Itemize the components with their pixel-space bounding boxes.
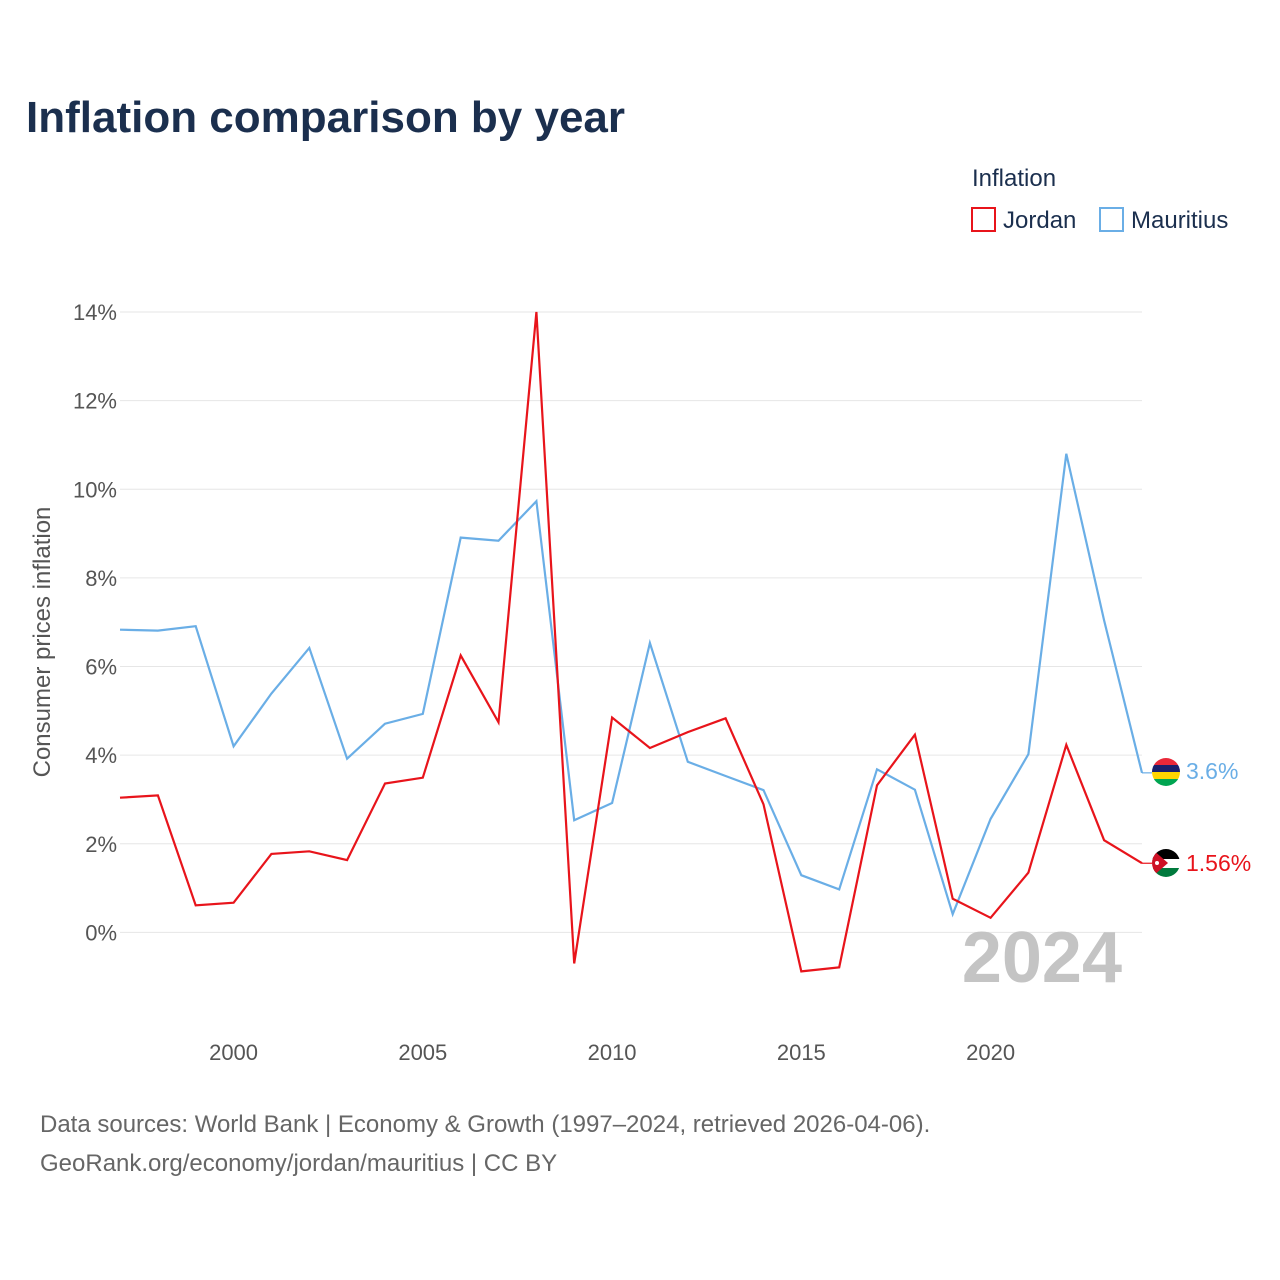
y-tick-label: 12% <box>73 389 117 414</box>
x-tick-label: 2000 <box>209 1040 258 1065</box>
chart-title: Inflation comparison by year <box>26 93 625 142</box>
y-tick-label: 14% <box>73 300 117 325</box>
gridlines <box>120 311 1142 933</box>
y-tick-label: 0% <box>85 920 117 945</box>
y-tick-label: 6% <box>85 655 117 680</box>
legend-swatch-jordan[interactable] <box>971 207 996 232</box>
x-tick-label: 2015 <box>777 1040 826 1065</box>
y-axis-ticks: 0% 2% 4% 6% 8% 10% 12% 14% <box>73 300 117 945</box>
end-label-jordan: 1.56% <box>1186 850 1251 876</box>
legend-swatch-mauritius[interactable] <box>1099 207 1124 232</box>
series-lines <box>119 311 1152 973</box>
x-tick-label: 2010 <box>588 1040 637 1065</box>
y-tick-label: 2% <box>85 832 117 857</box>
series-line-jordan[interactable] <box>119 311 1143 973</box>
end-markers: 3.6% 1.56% <box>1152 758 1251 877</box>
y-tick-label: 10% <box>73 477 117 502</box>
y-axis-label: Consumer prices inflation <box>29 507 56 778</box>
legend: Inflation Jordan Mauritius <box>971 165 1228 234</box>
y-tick-label: 4% <box>85 743 117 768</box>
year-watermark: 2024 <box>962 918 1122 998</box>
mauritius-flag-icon <box>1152 758 1180 786</box>
legend-label-mauritius[interactable]: Mauritius <box>1131 207 1228 234</box>
end-label-mauritius: 3.6% <box>1186 758 1238 784</box>
credit-line: GeoRank.org/economy/jordan/mauritius | C… <box>40 1150 557 1177</box>
legend-label-jordan[interactable]: Jordan <box>1003 207 1076 234</box>
x-tick-label: 2005 <box>398 1040 447 1065</box>
legend-title: Inflation <box>972 165 1056 192</box>
x-axis-ticks: 2000 2005 2010 2015 2020 <box>209 1040 1015 1065</box>
jordan-flag-icon <box>1152 849 1180 877</box>
x-tick-label: 2020 <box>966 1040 1015 1065</box>
y-tick-label: 8% <box>85 566 117 591</box>
source-line: Data sources: World Bank | Economy & Gro… <box>40 1111 930 1138</box>
series-line-mauritius[interactable] <box>119 453 1144 918</box>
